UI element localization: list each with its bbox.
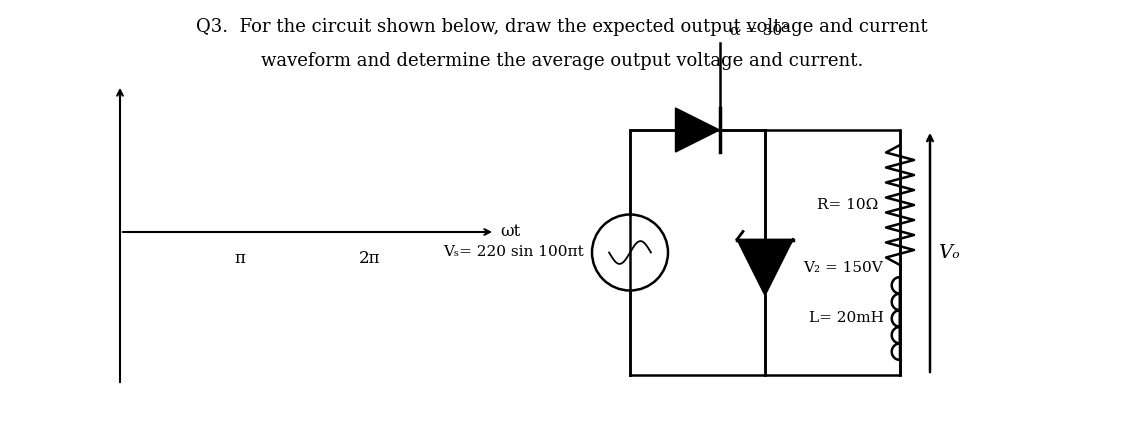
Text: waveform and determine the average output voltage and current.: waveform and determine the average outpu…: [261, 52, 863, 70]
Text: ωt: ωt: [500, 223, 520, 240]
Text: Vₛ= 220 sin 100πt: Vₛ= 220 sin 100πt: [443, 246, 584, 260]
Text: R= 10Ω: R= 10Ω: [817, 198, 878, 212]
Text: Q3.  For the circuit shown below, draw the expected output voltage and current: Q3. For the circuit shown below, draw th…: [196, 18, 928, 36]
Polygon shape: [737, 239, 793, 295]
Polygon shape: [675, 108, 720, 152]
Text: L= 20mH: L= 20mH: [809, 312, 884, 326]
Text: α = 30°: α = 30°: [729, 24, 790, 38]
Text: Vₒ: Vₒ: [938, 243, 960, 261]
Text: π: π: [235, 250, 245, 267]
Text: V₂ = 150V: V₂ = 150V: [803, 260, 883, 274]
Text: 2π: 2π: [359, 250, 380, 267]
